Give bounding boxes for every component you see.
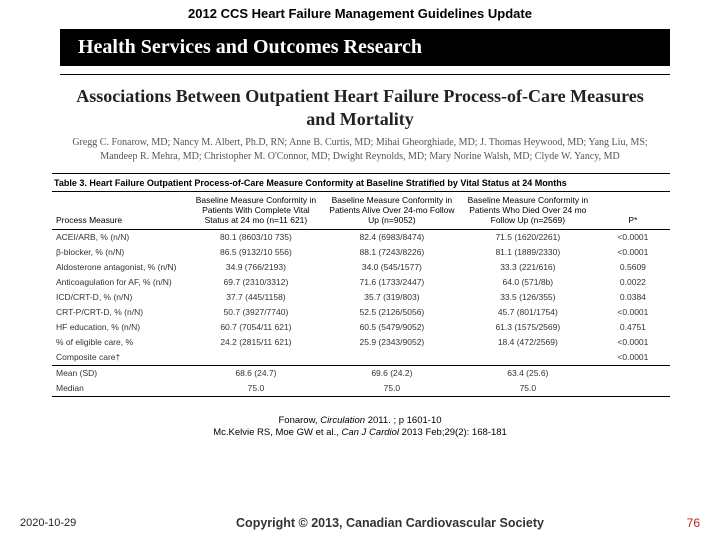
table-cell: 0.0384 [596,290,670,305]
table-row: Mean (SD)68.6 (24.7)69.6 (24.2)63.4 (25.… [52,365,670,381]
table-cell: 33.5 (126/355) [460,290,596,305]
table-cell: 45.7 (801/1754) [460,305,596,320]
table-cell: 24.2 (2815/11 621) [188,335,324,350]
table-cell: <0.0001 [596,305,670,320]
table-cell: 82.4 (6983/8474) [324,229,460,245]
table-cell [596,381,670,396]
table-cell: ICD/CRT-D, % (n/N) [52,290,188,305]
table-cell: Median [52,381,188,396]
citation-journal: Can J Cardiol [341,427,399,438]
table-cell: 63.4 (25.6) [460,365,596,381]
footer-copyright: Copyright © 2013, Canadian Cardiovascula… [140,516,640,530]
table-cell [324,350,460,366]
table-cell: 71.6 (1733/2447) [324,275,460,290]
banner-rule [60,74,670,75]
table-cell: HF education, % (n/N) [52,320,188,335]
table-cell: 86.5 (9132/10 556) [188,245,324,260]
table-cell: 64.0 (571/8b) [460,275,596,290]
table-row: Composite care† <0.0001 [52,350,670,366]
table-cell: % of eligible care, % [52,335,188,350]
data-table: Process Measure Baseline Measure Conform… [52,191,670,396]
table-cell: Composite care† [52,350,188,366]
table-cell: 88.1 (7243/8226) [324,245,460,260]
footer-date: 2020-10-29 [20,517,140,529]
table-cell: 52.5 (2126/5056) [324,305,460,320]
table-cell: 0.5609 [596,260,670,275]
table-cell: 61.3 (1575/2569) [460,320,596,335]
citation-text: 2011. ; p 1601-10 [365,415,441,426]
table-cell: 81.1 (1889/2330) [460,245,596,260]
table-row: CRT-P/CRT-D, % (n/N)50.7 (3927/7740)52.5… [52,305,670,320]
table-row: % of eligible care, %24.2 (2815/11 621)2… [52,335,670,350]
table-cell: ACEI/ARB, % (n/N) [52,229,188,245]
table-row: Aldosterone antagonist, % (n/N)34.9 (766… [52,260,670,275]
table-cell: Aldosterone antagonist, % (n/N) [52,260,188,275]
table-cell [460,350,596,366]
table-row: Anticoagulation for AF, % (n/N)69.7 (231… [52,275,670,290]
table-cell: β-blocker, % (n/N) [52,245,188,260]
col-header: P* [596,192,670,230]
citation-text: Fonarow, [278,415,320,426]
table-row: HF education, % (n/N)60.7 (7054/11 621)6… [52,320,670,335]
table-cell: 34.9 (766/2193) [188,260,324,275]
table-cell: 75.0 [460,381,596,396]
table-cell: 69.7 (2310/3312) [188,275,324,290]
table-bottom-rule [52,396,670,397]
table-row: β-blocker, % (n/N)86.5 (9132/10 556)88.1… [52,245,670,260]
table-cell [596,365,670,381]
col-header: Baseline Measure Conformity in Patients … [188,192,324,230]
table-cell [188,350,324,366]
slide-footer: 2020-10-29 Copyright © 2013, Canadian Ca… [0,516,720,530]
table-cell: 68.6 (24.7) [188,365,324,381]
col-header: Baseline Measure Conformity in Patients … [324,192,460,230]
table-cell: 50.7 (3927/7740) [188,305,324,320]
data-table-wrap: Table 3. Heart Failure Outpatient Proces… [52,173,670,397]
slide-header: 2012 CCS Heart Failure Management Guidel… [0,0,720,25]
table-row: Median75.075.075.0 [52,381,670,396]
table-cell: 33.3 (221/616) [460,260,596,275]
table-cell: 0.0022 [596,275,670,290]
author-list: Gregg C. Fonarow, MD; Nancy M. Albert, P… [70,136,650,163]
table-cell: <0.0001 [596,350,670,366]
citation-text: Mc.Kelvie RS, Moe GW et al., [213,427,341,438]
table-cell: <0.0001 [596,245,670,260]
table-cell: CRT-P/CRT-D, % (n/N) [52,305,188,320]
table-cell: 71.5 (1620/2261) [460,229,596,245]
footer-page-number: 76 [640,516,700,530]
table-row: ACEI/ARB, % (n/N)80.1 (8603/10 735)82.4 … [52,229,670,245]
table-cell: 34.0 (545/1577) [324,260,460,275]
table-cell: 60.5 (5479/9052) [324,320,460,335]
citation-block: Fonarow, Circulation 2011. ; p 1601-10 M… [0,415,720,440]
table-cell: <0.0001 [596,229,670,245]
table-cell: 37.7 (445/1158) [188,290,324,305]
table-cell: 75.0 [324,381,460,396]
table-row: ICD/CRT-D, % (n/N)37.7 (445/1158)35.7 (3… [52,290,670,305]
table-cell: 75.0 [188,381,324,396]
table-cell: 60.7 (7054/11 621) [188,320,324,335]
table-header-row: Process Measure Baseline Measure Conform… [52,192,670,230]
table-cell: Anticoagulation for AF, % (n/N) [52,275,188,290]
table-cell: 0.4751 [596,320,670,335]
table-cell: Mean (SD) [52,365,188,381]
paper-title: Associations Between Outpatient Heart Fa… [70,85,650,130]
citation-text: 2013 Feb;29(2): 168-181 [399,427,507,438]
table-cell: 80.1 (8603/10 735) [188,229,324,245]
col-header: Baseline Measure Conformity in Patients … [460,192,596,230]
table-cell: 35.7 (319/803) [324,290,460,305]
citation-journal: Circulation [320,415,365,426]
table-title: Table 3. Heart Failure Outpatient Proces… [52,173,670,191]
col-header: Process Measure [52,192,188,230]
section-banner: Health Services and Outcomes Research [60,29,670,66]
table-cell: 69.6 (24.2) [324,365,460,381]
table-cell: 25.9 (2343/9052) [324,335,460,350]
table-cell: 18.4 (472/2569) [460,335,596,350]
table-cell: <0.0001 [596,335,670,350]
